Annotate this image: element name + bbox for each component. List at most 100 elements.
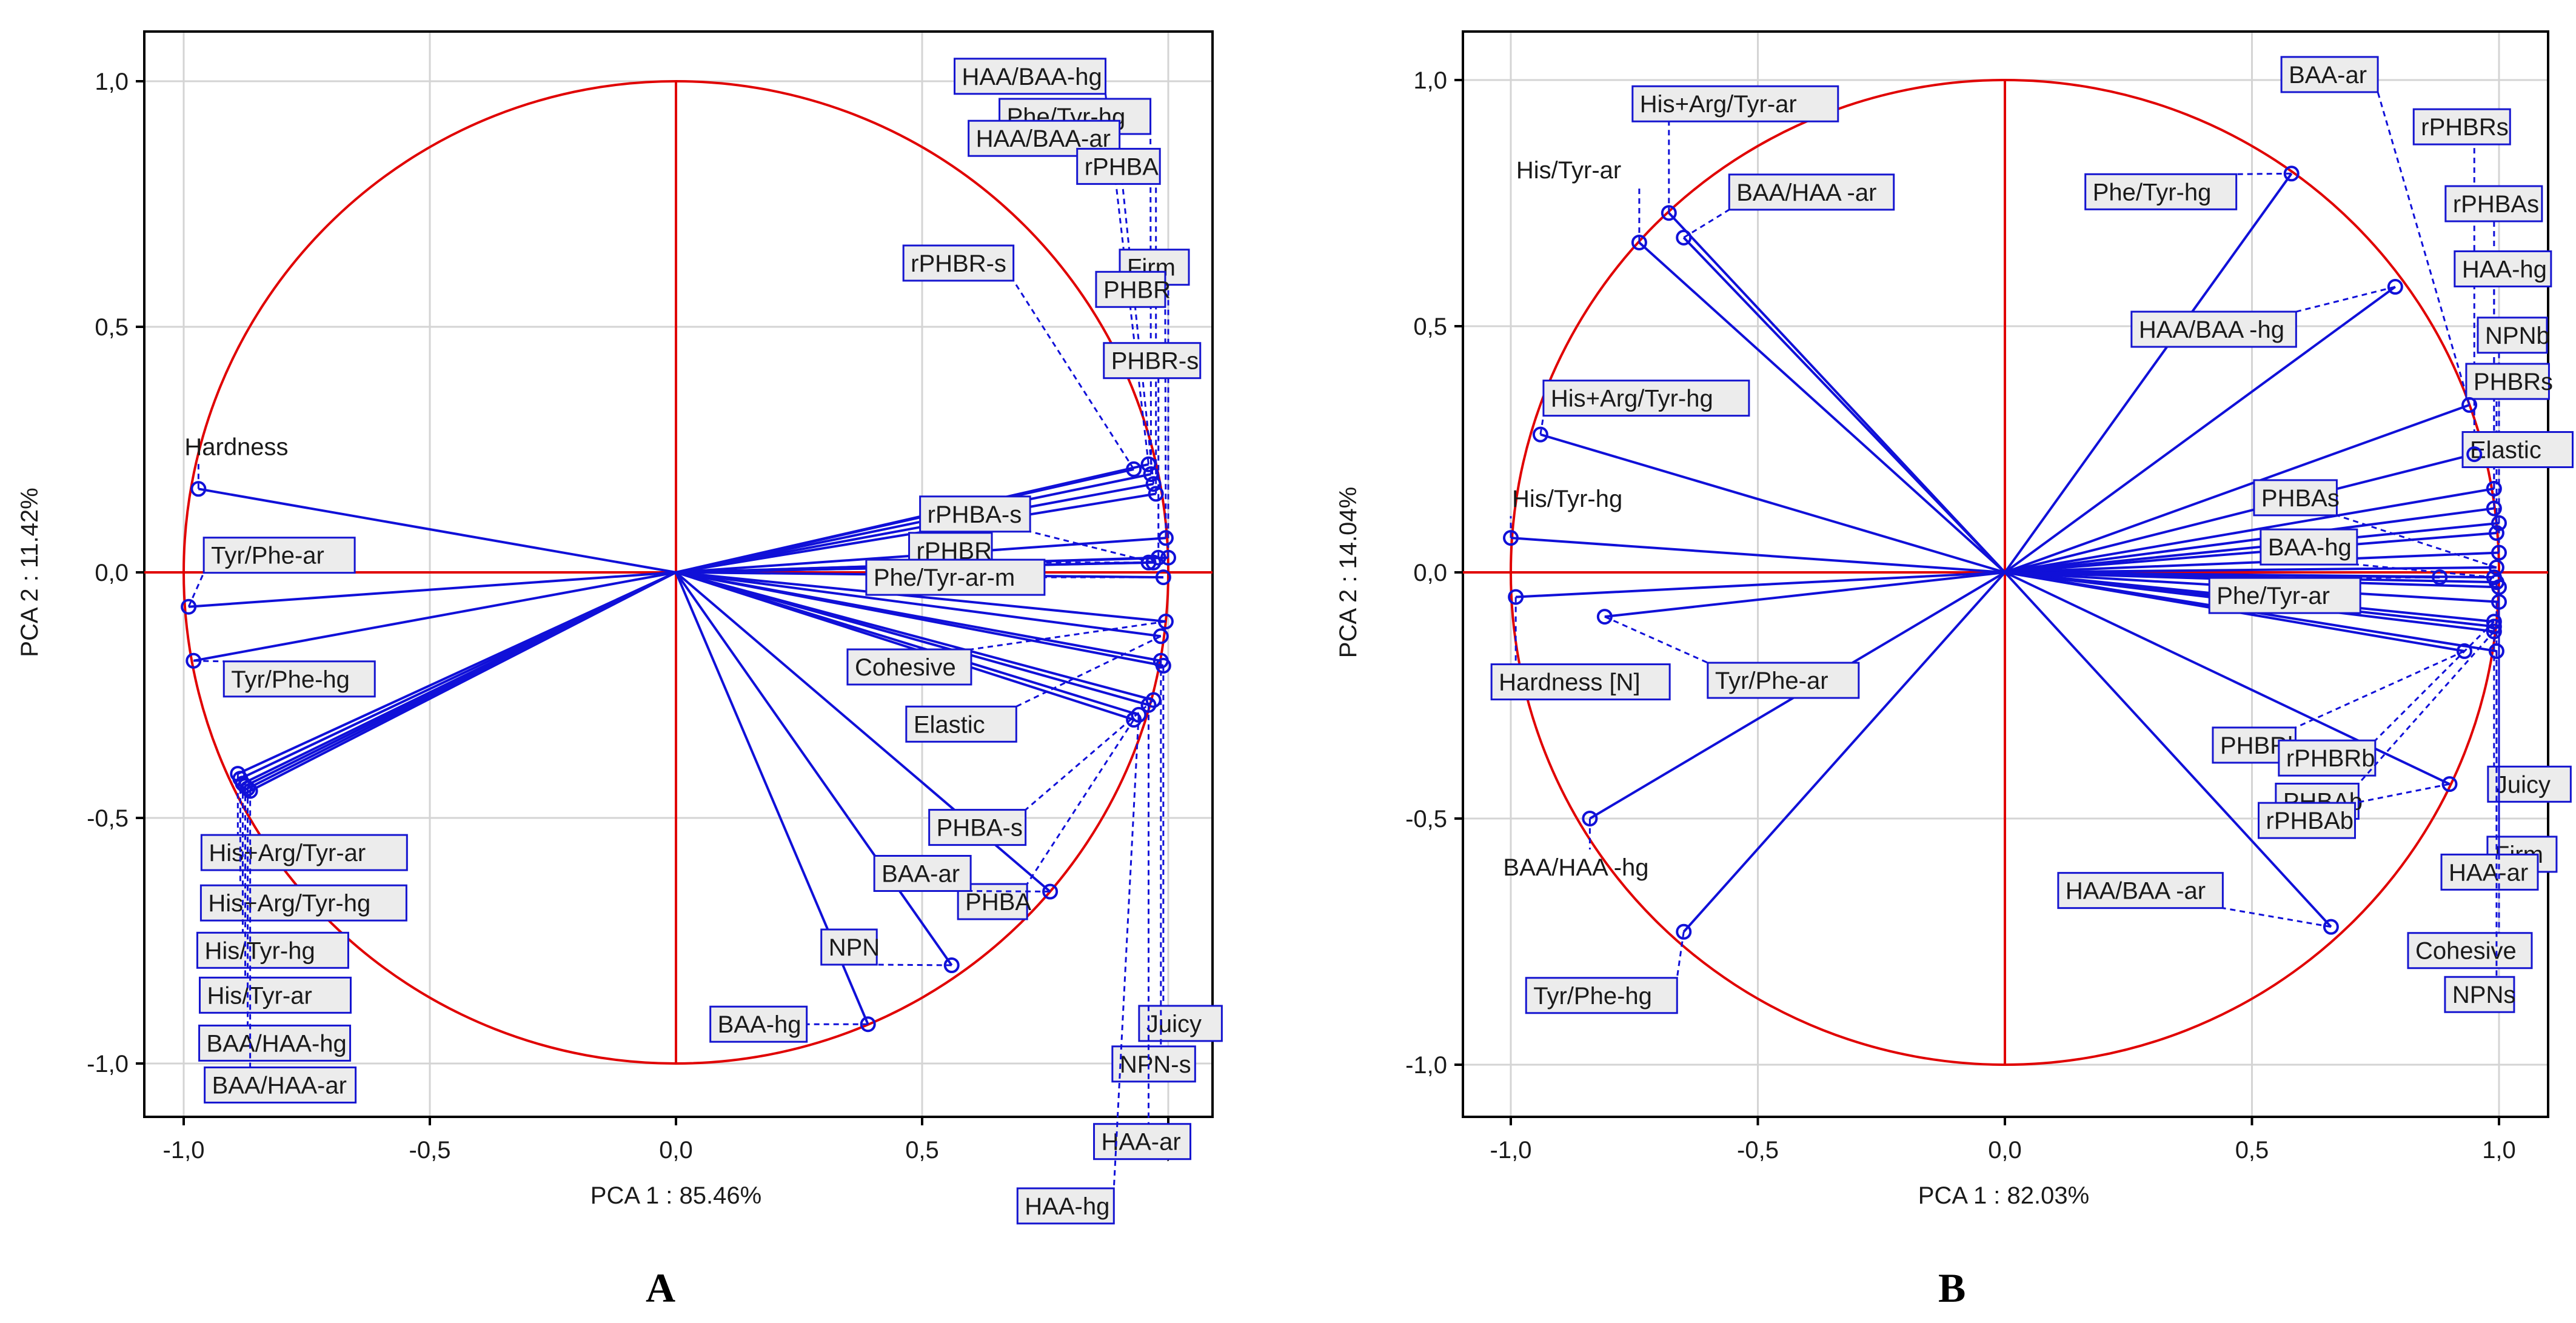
y-tick-label: -1,0 [1405, 1052, 1447, 1079]
variable-point [186, 652, 202, 669]
point-label: BAA-hg [718, 1011, 801, 1038]
point-label: His/Tyr-hg [204, 937, 315, 964]
point-label: Tyr/Phe-ar [1715, 668, 1828, 694]
point-label: PHBAs [2261, 485, 2340, 512]
label-box [2280, 56, 2379, 93]
leader-line [2360, 576, 2440, 579]
label-box [2465, 363, 2550, 400]
variable-point [2491, 544, 2507, 561]
variable-point [2283, 166, 2300, 182]
point-label: Tyr/Phe-hg [231, 666, 350, 693]
point-label: His/Tyr-ar [1516, 157, 1621, 184]
label-box [905, 705, 1017, 743]
label-box [2208, 577, 2361, 614]
point-label: His+Arg/Tyr-ar [1640, 91, 1797, 118]
variable-point [2466, 446, 2483, 463]
loading-vector [2004, 487, 2495, 574]
variable-point [2461, 397, 2478, 413]
label-box [954, 58, 1107, 95]
label-box [2278, 739, 2377, 777]
label-box [2253, 479, 2338, 517]
x-tick-label: 0,0 [659, 1137, 693, 1164]
leader-line [1604, 615, 1708, 664]
leader-line [2374, 621, 2495, 742]
y-tick-label: 0,0 [1413, 560, 1447, 586]
y-axis-title: PCA 2 : 14.04% [1335, 487, 1362, 658]
label-box [2444, 976, 2515, 1013]
point-label: Juicy [1146, 1011, 1202, 1037]
point-label: His/Tyr-hg [1512, 486, 1622, 512]
leader-line [1025, 699, 1154, 811]
point-label: BAA/HAA -ar [1736, 179, 1876, 206]
variable-point [2486, 618, 2502, 635]
variable-point [2387, 279, 2403, 295]
point-label: HAA/BAA -hg [2139, 317, 2284, 343]
variable-point [181, 598, 197, 615]
point-label: HAA/BAA-hg [962, 64, 1102, 90]
label-box [1707, 662, 1860, 699]
variable-point [237, 778, 253, 794]
loading-vector [675, 571, 1162, 662]
variable-point [2488, 525, 2504, 541]
loading-vector [249, 571, 677, 792]
leader-line [2358, 631, 2495, 785]
variable-point [860, 1016, 876, 1033]
point-label: BAA-ar [2289, 62, 2367, 89]
leader-line [1164, 307, 1167, 538]
loading-vector [1516, 571, 2006, 598]
loading-vector [1510, 537, 2006, 574]
point-label: rPHBRb [2286, 745, 2375, 772]
point-label: Cohesive [2415, 938, 2517, 965]
leader-line [1112, 714, 1140, 1188]
label-box [1542, 380, 1750, 417]
variable-point [2488, 559, 2504, 575]
loading-vector [2004, 404, 2470, 574]
x-tick-label: 0,0 [1988, 1137, 2022, 1164]
point-label: Phe/Tyr-hg [2093, 179, 2212, 206]
label-box [902, 244, 1015, 282]
loading-vector [1638, 241, 2006, 574]
variable-point [1042, 883, 1059, 900]
variable-point [2491, 594, 2507, 610]
leader-line [2295, 650, 2465, 729]
point-label: His+Arg/Tyr-hg [1551, 386, 1713, 412]
y-tick-label: -0,5 [1405, 806, 1447, 832]
point-label: Hardness [N] [1499, 669, 1640, 696]
label-box [1490, 663, 1671, 701]
label-box [1138, 1005, 1223, 1042]
y-tick-label: -0,5 [87, 805, 129, 832]
variable-point [242, 783, 258, 799]
leader-line [1012, 280, 1135, 470]
label-box [2258, 802, 2356, 839]
leader-line [1026, 719, 1135, 885]
variable-point [1508, 589, 1524, 605]
label-box [204, 1066, 357, 1104]
label-box [2444, 185, 2543, 223]
variable-point [2486, 614, 2502, 630]
variable-point [1661, 205, 1677, 221]
leader-line [2295, 286, 2396, 313]
point-label: PHBRs [2474, 369, 2553, 395]
variable-point [1140, 456, 1157, 472]
label-box [709, 1005, 808, 1043]
variable-point [1126, 712, 1142, 728]
variable-point [943, 957, 960, 973]
point-label: rPHBRs [2421, 114, 2508, 141]
point-label: rPHBAs [2453, 191, 2539, 218]
loading-vector [2004, 173, 2293, 574]
x-tick-label: -0,5 [409, 1137, 451, 1164]
label-box [1095, 270, 1166, 308]
label-box [2407, 932, 2533, 970]
label-box [919, 495, 1031, 533]
label-box [200, 834, 408, 871]
label-box [222, 660, 376, 698]
y-tick-label: 0,5 [1413, 313, 1447, 340]
point-label: PHBR [1103, 276, 1171, 303]
loading-vector [675, 571, 953, 966]
point-label: Phe/Tyr-ar-m [874, 564, 1015, 591]
panel-letter-b: B [1938, 1265, 1966, 1311]
variable-point [1145, 554, 1162, 571]
label-box [1016, 1187, 1115, 1225]
leader-line [2223, 907, 2332, 928]
leader-line [1029, 531, 1154, 564]
